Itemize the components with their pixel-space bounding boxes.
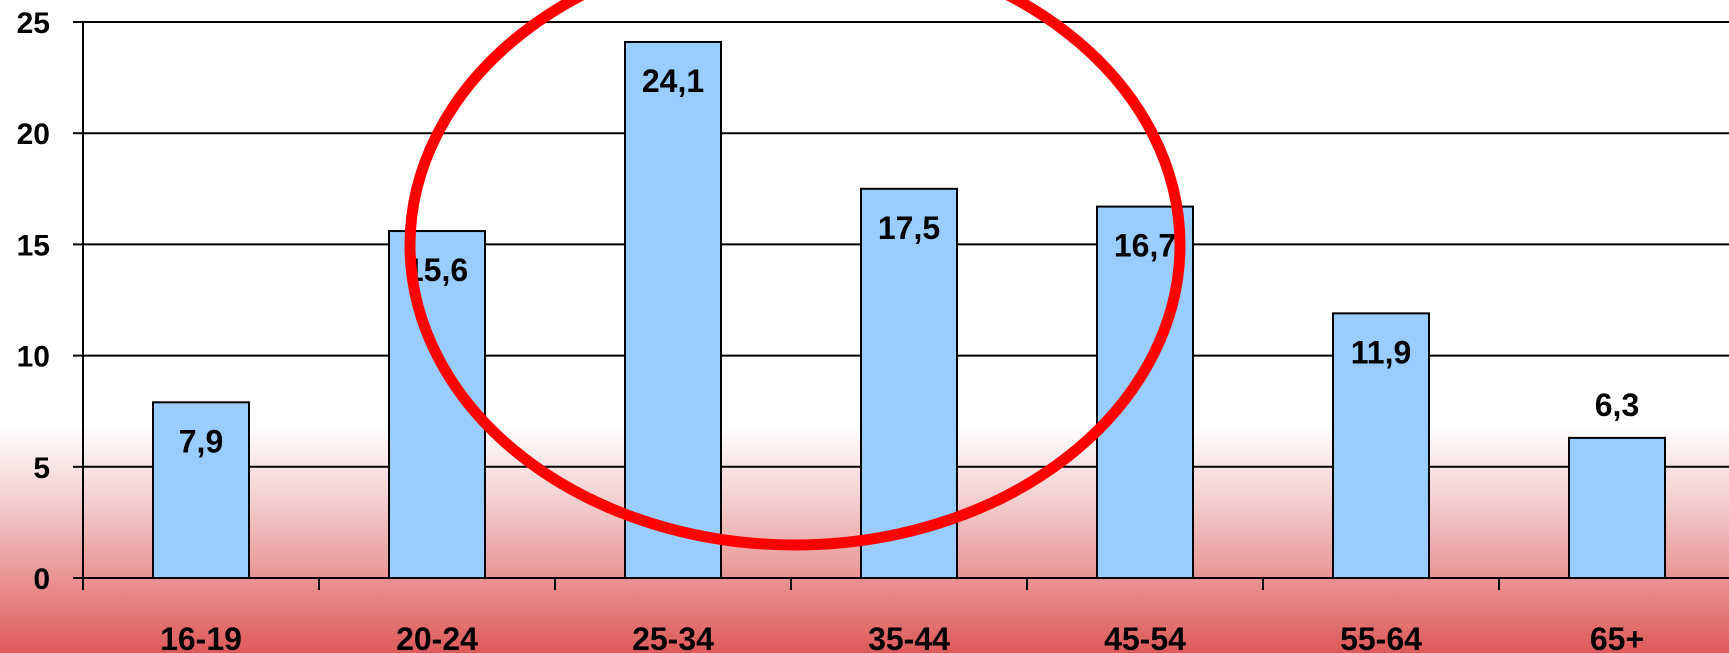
y-tick-label: 10 bbox=[17, 341, 50, 374]
x-tick-label: 20-24 bbox=[396, 621, 478, 653]
x-tick-labels: 16-19 20-24 25-34 35-44 45-54 55-64 65+ bbox=[160, 621, 1644, 653]
x-tick-label: 25-34 bbox=[632, 621, 714, 653]
bars bbox=[152, 41, 1666, 580]
data-label: 11,9 bbox=[1351, 334, 1412, 370]
bar bbox=[152, 401, 250, 579]
data-label: 17,5 bbox=[878, 210, 940, 246]
axes bbox=[73, 21, 1729, 590]
highlight-ellipse bbox=[404, 0, 1186, 551]
data-label: 24,1 bbox=[642, 63, 704, 99]
y-tick-labels: 0 5 10 15 20 25 bbox=[17, 7, 50, 596]
x-tick-label: 55-64 bbox=[1340, 621, 1422, 653]
y-tick-label: 20 bbox=[17, 118, 50, 151]
bar bbox=[1332, 312, 1430, 579]
y-tick-label: 5 bbox=[33, 452, 50, 485]
x-tick-label: 16-19 bbox=[160, 621, 242, 653]
data-label: 16,7 bbox=[1114, 228, 1176, 264]
x-tick-label: 65+ bbox=[1590, 621, 1644, 653]
y-tick-label: 0 bbox=[33, 563, 50, 596]
data-label: 7,9 bbox=[179, 423, 223, 459]
bar bbox=[624, 41, 722, 580]
y-tick-label: 25 bbox=[17, 7, 50, 40]
data-label: 6,3 bbox=[1595, 387, 1639, 423]
y-tick-label: 15 bbox=[17, 229, 50, 262]
bar bbox=[1568, 436, 1666, 579]
data-labels: 7,915,624,117,5 16,711,96,3 bbox=[179, 63, 1639, 459]
bar bbox=[860, 187, 958, 580]
x-tick-label: 45-54 bbox=[1104, 621, 1186, 653]
x-tick-label: 35-44 bbox=[868, 621, 950, 653]
